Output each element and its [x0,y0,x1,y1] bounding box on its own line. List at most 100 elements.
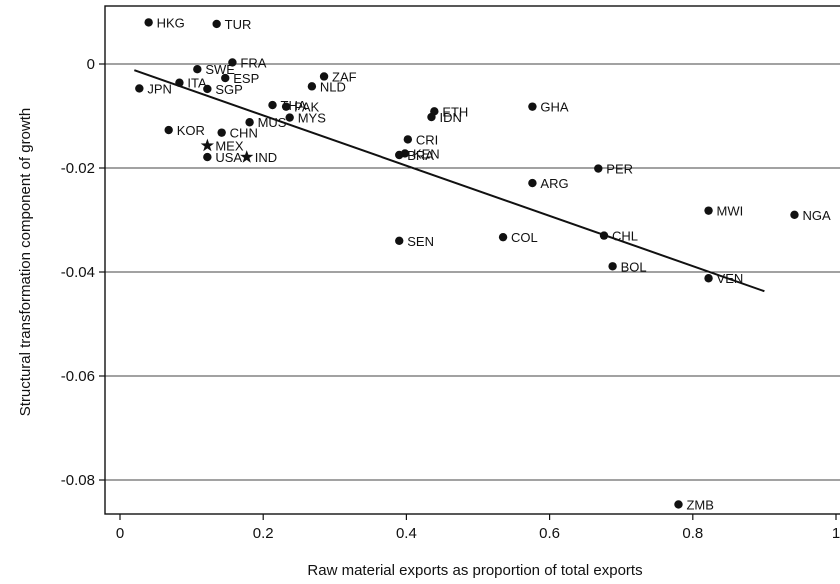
point-label: SWE [205,62,235,77]
data-point-ind: IND [240,150,277,165]
point-label: PAK [294,100,319,115]
point-marker [395,150,404,160]
point-marker [594,164,603,173]
point-label: MEX [215,139,244,154]
point-marker [608,262,617,271]
point-label: JPN [147,81,172,96]
point-label: CHN [230,126,258,141]
point-marker [203,84,212,94]
gridlines [105,63,840,481]
point-marker [221,73,230,83]
point-marker [307,82,317,91]
data-point-jpn: JPN [135,81,172,96]
x-tick-label: 0 [116,525,124,542]
data-point-usa: USA [203,150,242,165]
data-point-pak: PAK [281,100,319,115]
x-tick-label: 0.8 [682,525,703,542]
point-marker [135,84,144,93]
point-label: TUR [225,17,252,32]
point-label: FRA [240,55,266,70]
point-label: ETH [442,104,468,119]
point-label: USA [215,150,242,165]
point-marker [193,65,202,74]
point-label: ZAF [332,69,357,84]
point-marker [319,72,329,81]
data-point-fra: FRA [228,55,267,70]
point-marker [281,102,291,111]
point-marker [285,113,294,122]
point-marker [228,58,237,67]
point-label: ARG [540,176,568,191]
data-point-swe: SWE [193,62,235,77]
point-label: ZMB [686,497,713,512]
point-label: CHL [612,229,638,244]
point-label: KOR [177,123,205,138]
point-marker [427,112,436,122]
data-point-per: PER [594,162,633,177]
data-point-bol: BOL [608,259,647,274]
point-label: ITA [187,76,207,91]
y-tick-label: -0.02 [61,160,95,177]
point-marker [144,18,153,27]
data-point-idn: IDN [427,110,462,125]
point-label: HKG [157,15,185,30]
point-marker [528,102,537,111]
point-label: ESP [233,71,259,86]
point-label: SEN [407,234,434,249]
point-marker [704,206,713,215]
point-marker [395,236,404,245]
data-point-sgp: SGP [203,82,243,97]
data-point-ken: KEN [400,146,440,161]
point-label: GHA [540,100,569,115]
y-tick-label: -0.06 [61,368,95,385]
point-marker [164,125,173,135]
point-label: NLD [320,79,346,94]
data-point-zmb: ZMB [674,497,714,512]
x-tick-label: 1 [832,525,840,542]
data-point-nld: NLD [307,79,346,94]
point-marker [245,118,254,127]
point-marker [674,500,683,509]
point-marker [498,232,508,242]
point-marker [403,135,413,144]
data-point-arg: ARG [528,176,569,191]
point-marker [217,128,226,137]
data-point-kor: KOR [164,123,205,138]
y-tick-label: 0 [87,56,95,73]
point-marker [212,19,221,29]
point-label: PER [606,162,633,177]
point-marker [704,274,713,283]
y-tick-label: -0.08 [61,472,95,489]
point-label: COL [511,230,538,245]
regression-line [133,69,765,293]
point-label: VEN [717,271,744,286]
data-point-ita: ITA [175,76,207,91]
point-label: MYS [298,111,327,126]
point-marker [268,100,277,110]
point-label: BOL [621,259,647,274]
data-point-bra: BRA [395,148,434,163]
point-label: NGA [802,208,831,223]
data-point-ven: VEN [704,271,743,286]
data-point-nga: NGA [790,208,831,223]
plot-area-frame [104,5,840,515]
x-axis-title: Raw material exports as proportion of to… [307,562,642,579]
data-point-eth: ETH [430,104,468,119]
point-marker [790,210,799,219]
data-point-esp: ESP [221,71,259,86]
point-marker [599,231,609,240]
point-label: MWI [717,204,744,219]
data-point-cri: CRI [403,132,438,147]
data-point-mwi: MWI [704,204,743,219]
point-marker [175,78,184,87]
point-label: BRA [407,148,434,163]
data-point-gha: GHA [528,100,569,115]
x-tick-label: 0.2 [253,525,274,542]
point-marker [203,152,212,162]
y-axis-title: Structural transformation component of g… [17,108,34,416]
point-marker [240,150,254,163]
point-marker [528,178,537,188]
data-point-hkg: HKG [144,15,185,30]
